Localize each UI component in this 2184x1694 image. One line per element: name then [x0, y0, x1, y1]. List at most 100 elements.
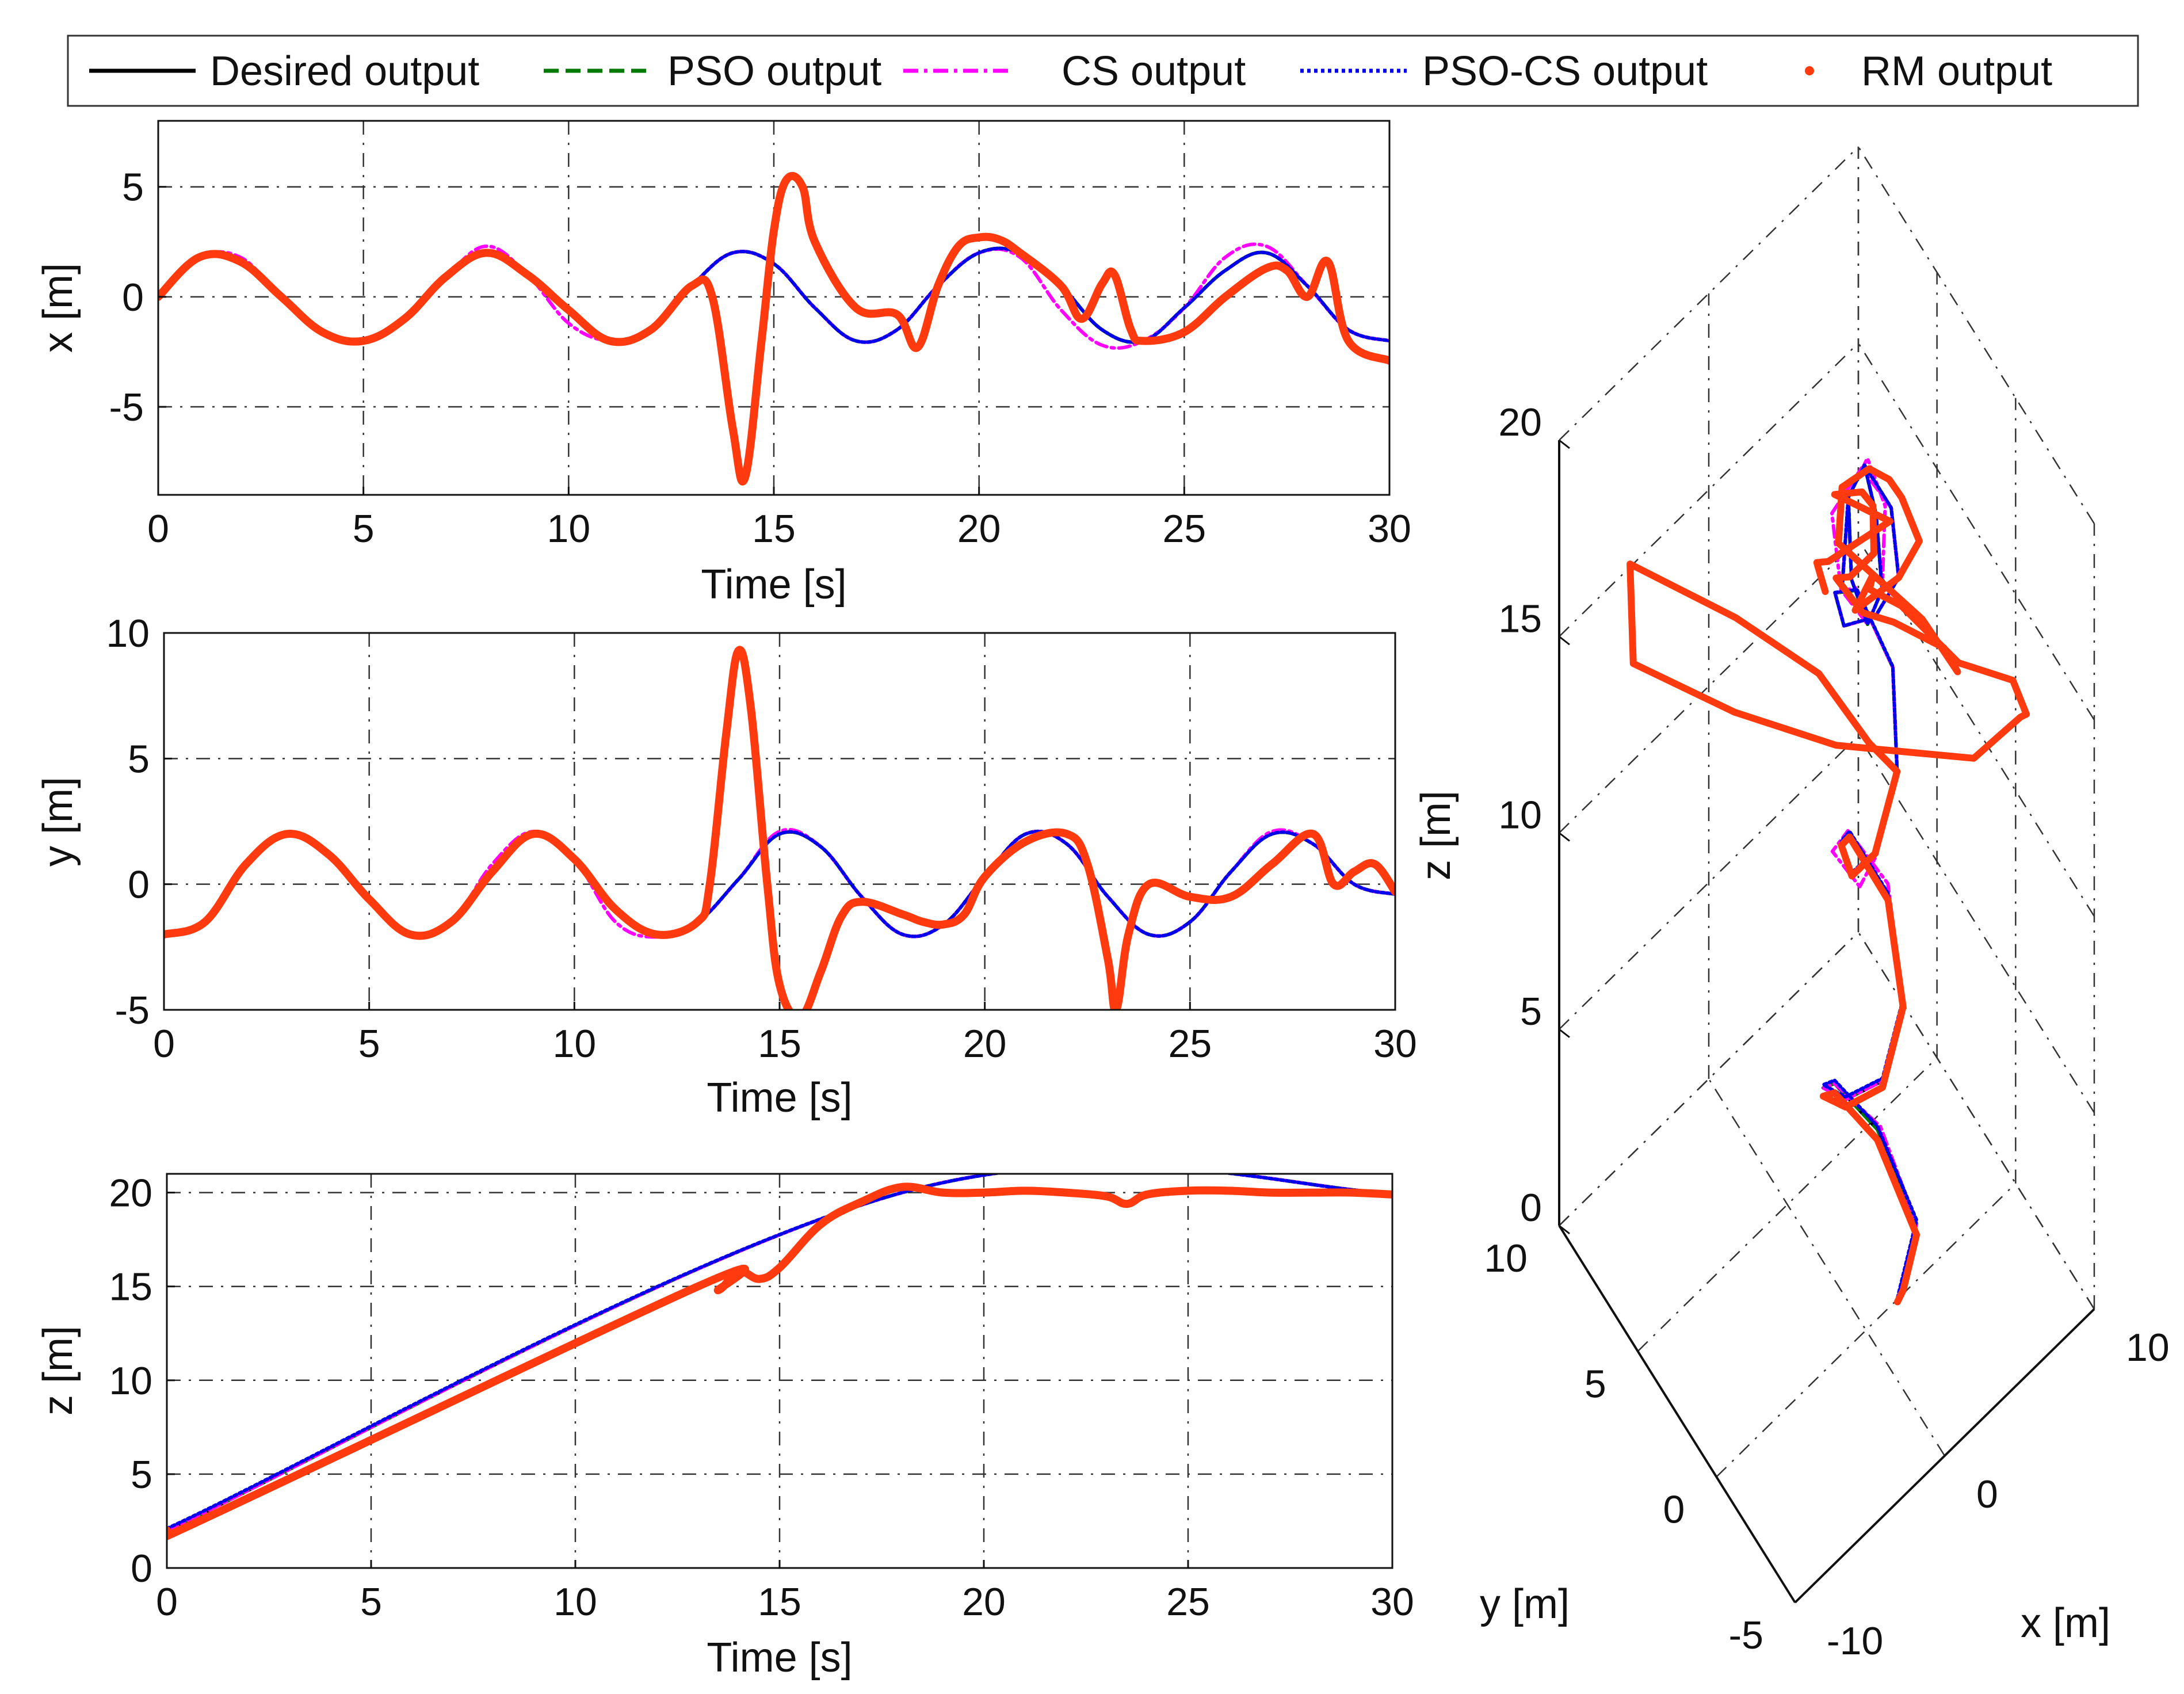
xyz-3d-wall-grid — [1857, 342, 2095, 720]
xyz-3d-floor-grid — [1708, 1078, 1946, 1456]
z-plot-xlabel: Time [s] — [707, 1635, 852, 1681]
legend-label-cs: CS output — [1062, 48, 1246, 94]
xyz-3d-x-axis — [1794, 1308, 2095, 1604]
x-plot-xlabel: Time [s] — [701, 562, 846, 608]
z-plot-ticks: 0 5 10 15 20 25 30 0 5 10 15 20 — [109, 1172, 1414, 1624]
x-plot-ytick-label: 5 — [122, 166, 144, 209]
z-plot-xtick-label: 0 — [156, 1580, 178, 1624]
y-plot-xtick-label: 5 — [358, 1022, 380, 1066]
y-plot-series — [164, 646, 1395, 1010]
xyz-3d-xtick-label: -10 — [1827, 1619, 1883, 1663]
xyz-3d-ztick-label: 10 — [1498, 793, 1542, 837]
z-plot-xtick-label: 10 — [553, 1580, 597, 1624]
y-plot-xtick-label: 0 — [153, 1022, 175, 1066]
xyz-3d-ztick-label: 20 — [1498, 400, 1542, 444]
x-series-rm-output — [158, 171, 1389, 486]
x-plot-grid — [158, 121, 1389, 495]
xyz-3d-wall-grid — [1857, 932, 2095, 1310]
z-plot-ytick-label: 5 — [131, 1453, 152, 1497]
xyz-3d-xtick-label: 10 — [2126, 1326, 2170, 1369]
y-plot-xtick-label: 30 — [1373, 1022, 1417, 1066]
xyz-3d-ztick-mark — [1559, 439, 1570, 449]
y-plot-xtick-label: 15 — [758, 1022, 801, 1066]
z-plot-xtick-label: 25 — [1166, 1580, 1210, 1624]
y-plot-frame — [163, 632, 1396, 1011]
xyz-3d-floor-grid — [1716, 1182, 2017, 1478]
xyz-3d-ztick-mark — [1559, 636, 1570, 646]
xyz-3d-ztick-mark — [1559, 1224, 1570, 1235]
xyz-3d-xtick-label: 0 — [1976, 1472, 1998, 1516]
xyz-3d-ylabel: y [m] — [1480, 1581, 1570, 1627]
y-plot-ytick-label: 10 — [106, 612, 150, 655]
xyz-3d-wall-grid — [1559, 342, 1859, 638]
y-plot-ytick-label: 0 — [128, 863, 150, 907]
xyz-3d-wall-grid — [1857, 735, 2095, 1113]
z-plot-xtick-label: 20 — [962, 1580, 1006, 1624]
legend-box — [67, 35, 2139, 107]
x-plot-xtick-label: 20 — [957, 507, 1001, 551]
xyz-3d-ztick-label: 5 — [1520, 990, 1542, 1033]
y-plot-ytick-label: 5 — [128, 737, 150, 781]
xyz-3d-ytick-label: 0 — [1663, 1488, 1685, 1532]
xyz-3d-y-axis — [1558, 1224, 1796, 1604]
xyz-3d-ticks: 0 5 10 15 20 -5 0 5 10 -10 0 10 — [1484, 400, 2169, 1663]
xyz-3d-ytick-label: -5 — [1729, 1613, 1763, 1657]
xyz-3d-grid — [1558, 146, 2095, 1603]
xyz-3d-ztick-label: 0 — [1520, 1186, 1542, 1230]
z-plot-series — [167, 1174, 1392, 1541]
xyz-3d-ztick-mark — [1559, 1028, 1570, 1038]
y-series-cs-output — [164, 827, 1395, 939]
y-plot-grid — [164, 632, 1395, 1011]
z-plot-ytick-label: 15 — [109, 1265, 152, 1309]
legend-label-rm: RM output — [1861, 48, 2052, 94]
xyz-3d-ytick-label: 10 — [1484, 1237, 1528, 1280]
xyz-3d-series-rm-output — [1626, 465, 2030, 1306]
x-plot-ytick-label: -5 — [109, 386, 144, 429]
xyz-3d-wall-grid — [1559, 539, 1859, 834]
z-plot: 0 5 10 15 20 25 30 0 5 10 15 20 Time [s] z [m] — [35, 1172, 1414, 1681]
z-plot-ytick-label: 0 — [131, 1547, 152, 1590]
xyz-3d-plot: 0 5 10 15 20 -5 0 5 10 -10 0 10 x [m] y [m] z [m] — [1413, 146, 2170, 1663]
y-plot-xlabel: Time [s] — [707, 1075, 852, 1121]
z-plot-ytick-label: 10 — [109, 1359, 152, 1403]
y-plot-xtick-label: 25 — [1169, 1022, 1212, 1066]
xyz-3d-floor-grid — [1637, 1057, 1938, 1352]
legend-label-pso: PSO output — [667, 48, 881, 94]
x-plot: 0 5 10 15 20 25 30 -5 0 5 Time [s] x [m] — [35, 120, 1411, 608]
y-plot-xtick-label: 10 — [553, 1022, 597, 1066]
y-plot-ylabel: y [m] — [35, 777, 81, 867]
xyz-3d-wall-grid — [1559, 146, 1859, 441]
legend-label-psocs: PSO-CS output — [1422, 48, 1708, 94]
xyz-3d-xlabel: x [m] — [2021, 1600, 2110, 1646]
legend-swatch-rm — [1805, 66, 1814, 75]
x-plot-ytick-label: 0 — [122, 276, 144, 319]
z-plot-xtick-label: 15 — [758, 1580, 801, 1624]
x-plot-ticks: 0 5 10 15 20 25 30 -5 0 5 — [109, 166, 1411, 551]
xyz-3d-series — [1626, 456, 2030, 1306]
x-plot-xtick-label: 10 — [547, 507, 591, 551]
legend: Desired output PSO output CS output PSO-… — [67, 35, 2139, 107]
z-plot-ytick-label: 20 — [109, 1172, 152, 1215]
x-plot-xtick-label: 30 — [1368, 507, 1411, 551]
z-series-rm-output — [167, 1182, 1392, 1541]
xyz-3d-ztick-label: 15 — [1498, 597, 1542, 640]
x-plot-ylabel: x [m] — [35, 263, 81, 353]
legend-label-desired: Desired output — [210, 48, 479, 94]
z-plot-xtick-label: 5 — [360, 1580, 382, 1624]
x-plot-xtick-label: 15 — [752, 507, 796, 551]
y-plot-xtick-label: 20 — [963, 1022, 1007, 1066]
xyz-3d-wall-grid — [1857, 146, 2095, 524]
xyz-3d-wall-grid — [1559, 932, 1859, 1226]
y-plot-ytick-label: -5 — [115, 989, 150, 1032]
x-plot-xtick-label: 0 — [147, 507, 169, 551]
xyz-3d-wall-grid — [1559, 735, 1859, 1030]
xyz-3d-ytick-label: 5 — [1584, 1362, 1606, 1406]
z-plot-xtick-label: 30 — [1370, 1580, 1414, 1624]
x-plot-series — [158, 171, 1389, 486]
xyz-3d-wall-grid — [1857, 539, 2095, 917]
z-plot-ylabel: z [m] — [35, 1326, 81, 1416]
x-plot-xtick-label: 5 — [353, 507, 375, 551]
